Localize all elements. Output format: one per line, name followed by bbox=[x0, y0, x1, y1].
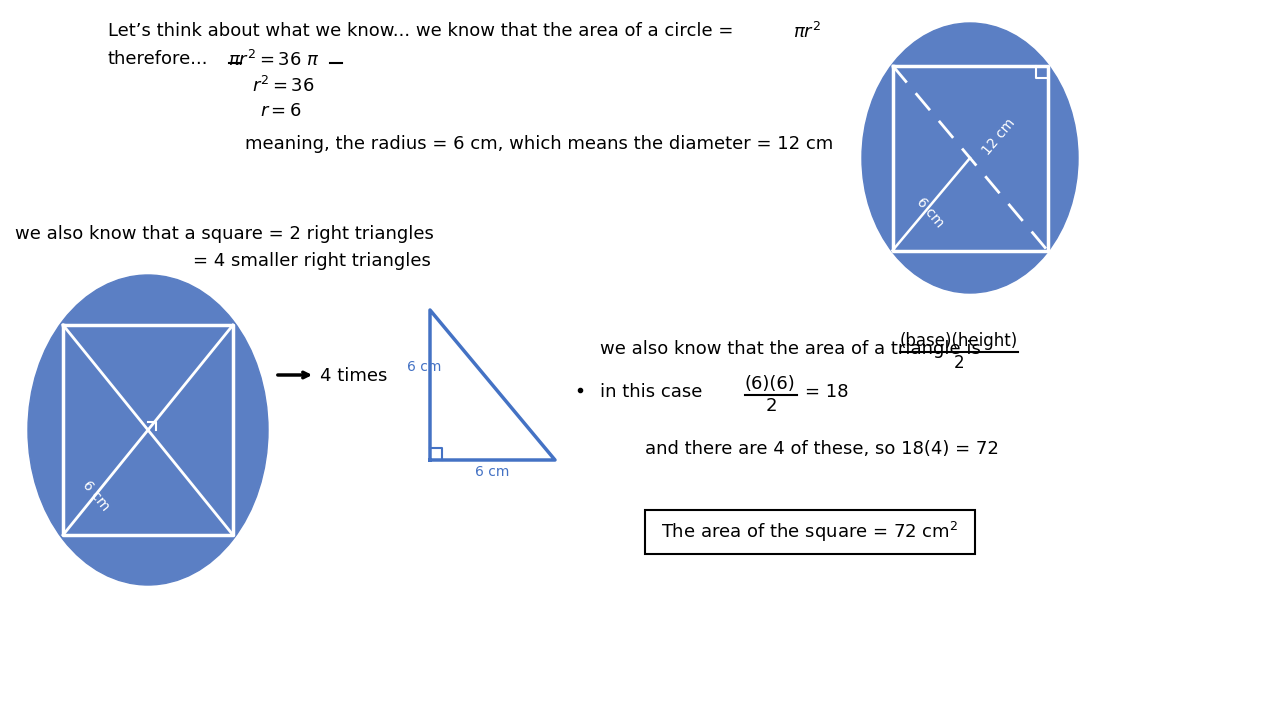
Text: and there are 4 of these, so 18(4) = 72: and there are 4 of these, so 18(4) = 72 bbox=[645, 440, 998, 458]
Text: 6 cm: 6 cm bbox=[914, 194, 947, 230]
Text: The area of the square = 72 cm$^2$: The area of the square = 72 cm$^2$ bbox=[662, 520, 959, 544]
Text: we also know that a square = 2 right triangles: we also know that a square = 2 right tri… bbox=[15, 225, 434, 243]
Ellipse shape bbox=[861, 23, 1078, 293]
Text: 2: 2 bbox=[765, 397, 777, 415]
Text: $r = 6$: $r = 6$ bbox=[260, 102, 302, 120]
Text: = 18: = 18 bbox=[805, 383, 849, 401]
Text: 12 cm: 12 cm bbox=[979, 115, 1018, 158]
Text: = 4 smaller right triangles: = 4 smaller right triangles bbox=[193, 252, 431, 270]
Text: 6 cm: 6 cm bbox=[407, 360, 442, 374]
FancyBboxPatch shape bbox=[645, 510, 975, 554]
Text: $r^2 = 36$: $r^2 = 36$ bbox=[252, 76, 315, 96]
Text: $\mathit{\pi}r^2$: $\mathit{\pi}r^2$ bbox=[794, 22, 820, 42]
Text: we also know that the area of a triangle is: we also know that the area of a triangle… bbox=[600, 340, 980, 358]
Text: meaning, the radius = 6 cm, which means the diameter = 12 cm: meaning, the radius = 6 cm, which means … bbox=[244, 135, 833, 153]
Text: 4 times: 4 times bbox=[320, 367, 388, 385]
Text: (6)(6): (6)(6) bbox=[745, 375, 796, 393]
Text: 6 cm: 6 cm bbox=[475, 465, 509, 479]
Text: Let’s think about what we know... we know that the area of a circle =: Let’s think about what we know... we kno… bbox=[108, 22, 739, 40]
Text: therefore...: therefore... bbox=[108, 50, 209, 68]
Text: in this case: in this case bbox=[600, 383, 703, 401]
Text: $\mathit{\pi}r^2 = 36\ \mathit{\pi}$: $\mathit{\pi}r^2 = 36\ \mathit{\pi}$ bbox=[228, 50, 320, 70]
Ellipse shape bbox=[28, 275, 268, 585]
Text: 2: 2 bbox=[954, 354, 964, 372]
Text: 6 cm: 6 cm bbox=[81, 478, 113, 513]
Text: (base)(height): (base)(height) bbox=[900, 332, 1019, 350]
